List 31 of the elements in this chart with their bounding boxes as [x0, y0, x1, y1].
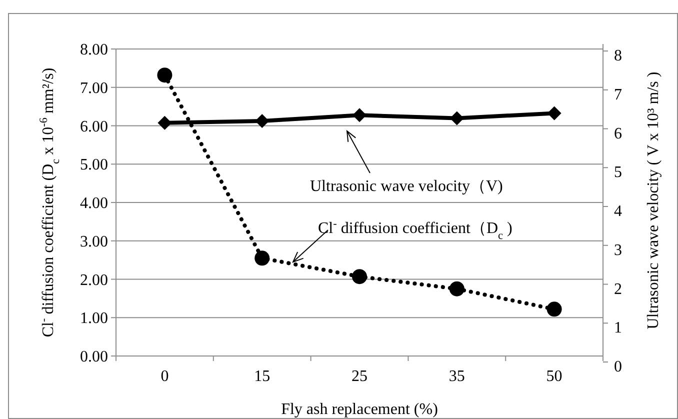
x-tick-label: 35: [448, 368, 465, 385]
y-tick-label: 1.00: [80, 310, 108, 328]
y2-tick-label: 1: [614, 320, 622, 337]
y2-tick-label: 5: [614, 164, 622, 182]
point: [546, 302, 562, 317]
y2-axis-title: Ultrasonic wave velocity ( V x 10³ m/s ): [645, 72, 662, 330]
y2-tick-label: 8: [614, 48, 622, 65]
y-tick-label: 0.00: [80, 348, 108, 366]
y-tick-label: 7.00: [80, 80, 108, 97]
point: [157, 68, 172, 83]
x-axis-title: Fly ash replacement (%): [281, 401, 438, 418]
y-tick-label: 5.00: [80, 156, 108, 174]
x-tick-label: 25: [352, 368, 368, 385]
y2-tick-label: 6: [614, 125, 622, 142]
y-tick-label: 4.00: [80, 195, 108, 212]
y-tick-label: 6.00: [80, 118, 108, 136]
x-tick-label: 15: [254, 368, 270, 385]
y2-tick-label: 4: [614, 203, 622, 220]
point: [254, 250, 270, 266]
annotation: Ultrasonic wave velocity（V): [310, 178, 503, 195]
annotation: Cl$^{-}$ diffusion coefficient（D$_{c}$ ): [318, 218, 512, 242]
y2-tick-label: 7: [614, 86, 622, 104]
y2-tick-label: 3: [614, 242, 622, 259]
point: [449, 281, 464, 296]
x-tick-label: 50: [546, 368, 562, 385]
y-tick-label: 3.00: [80, 233, 108, 250]
y-tick-label: 8.00: [80, 42, 108, 59]
x-tick-label: 0: [160, 368, 169, 385]
y2-tick-label: 2: [614, 280, 622, 298]
point: [352, 269, 367, 284]
y-tick-label: 2.00: [80, 272, 108, 289]
